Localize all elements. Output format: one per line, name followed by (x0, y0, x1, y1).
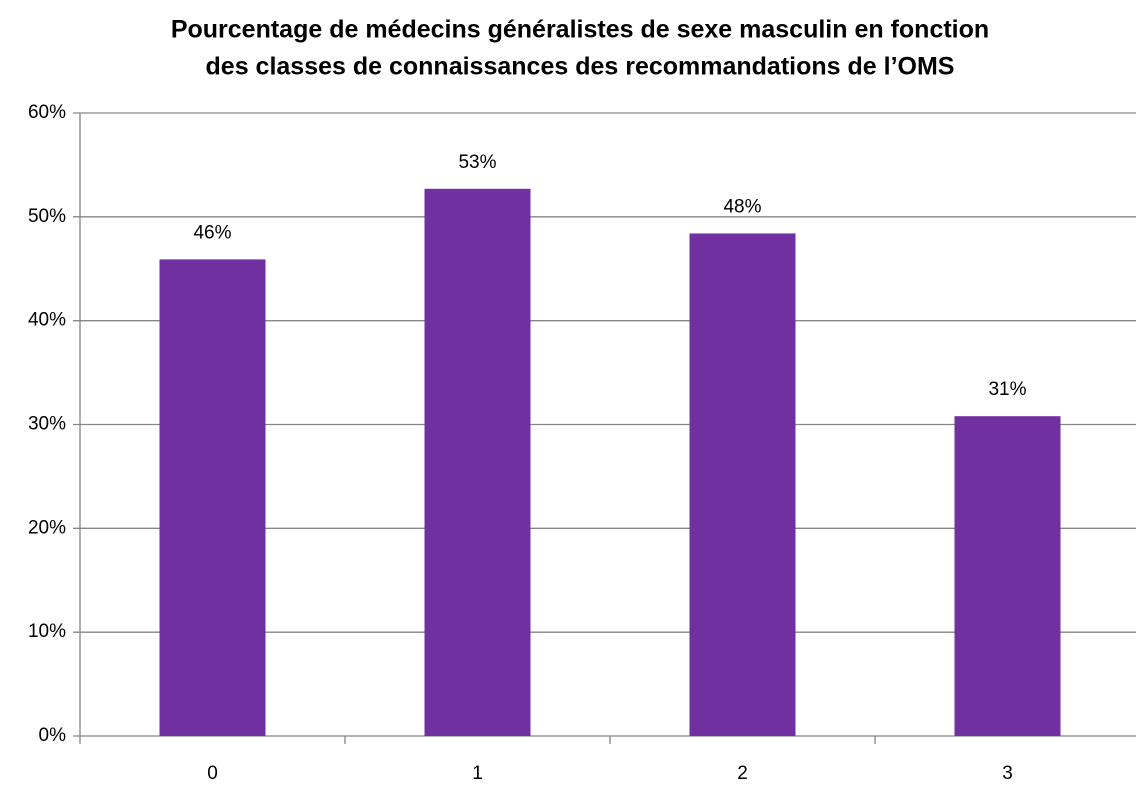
bar (689, 233, 796, 737)
data-label: 31% (988, 379, 1026, 400)
data-label: 53% (458, 152, 496, 173)
x-tick-label: 1 (472, 763, 483, 784)
data-label: 48% (723, 196, 761, 217)
y-tick-label: 30% (28, 414, 66, 435)
bar (159, 259, 266, 736)
data-label: 46% (193, 222, 231, 243)
y-tick-label: 0% (39, 725, 67, 746)
chart-title: Pourcentage de médecins généralistes de … (171, 16, 989, 44)
y-tick-label: 50% (28, 206, 66, 227)
x-tick-label: 2 (737, 763, 748, 784)
y-tick-label: 10% (28, 621, 66, 642)
bar (954, 416, 1061, 736)
x-tick-label: 0 (207, 763, 218, 784)
y-tick-label: 20% (28, 517, 66, 538)
y-tick-label: 40% (28, 310, 66, 331)
x-tick-label: 3 (1002, 763, 1013, 784)
chart-title: des classes de connaissances des recomma… (206, 53, 955, 81)
bar (424, 188, 531, 736)
y-tick-label: 60% (28, 102, 66, 123)
